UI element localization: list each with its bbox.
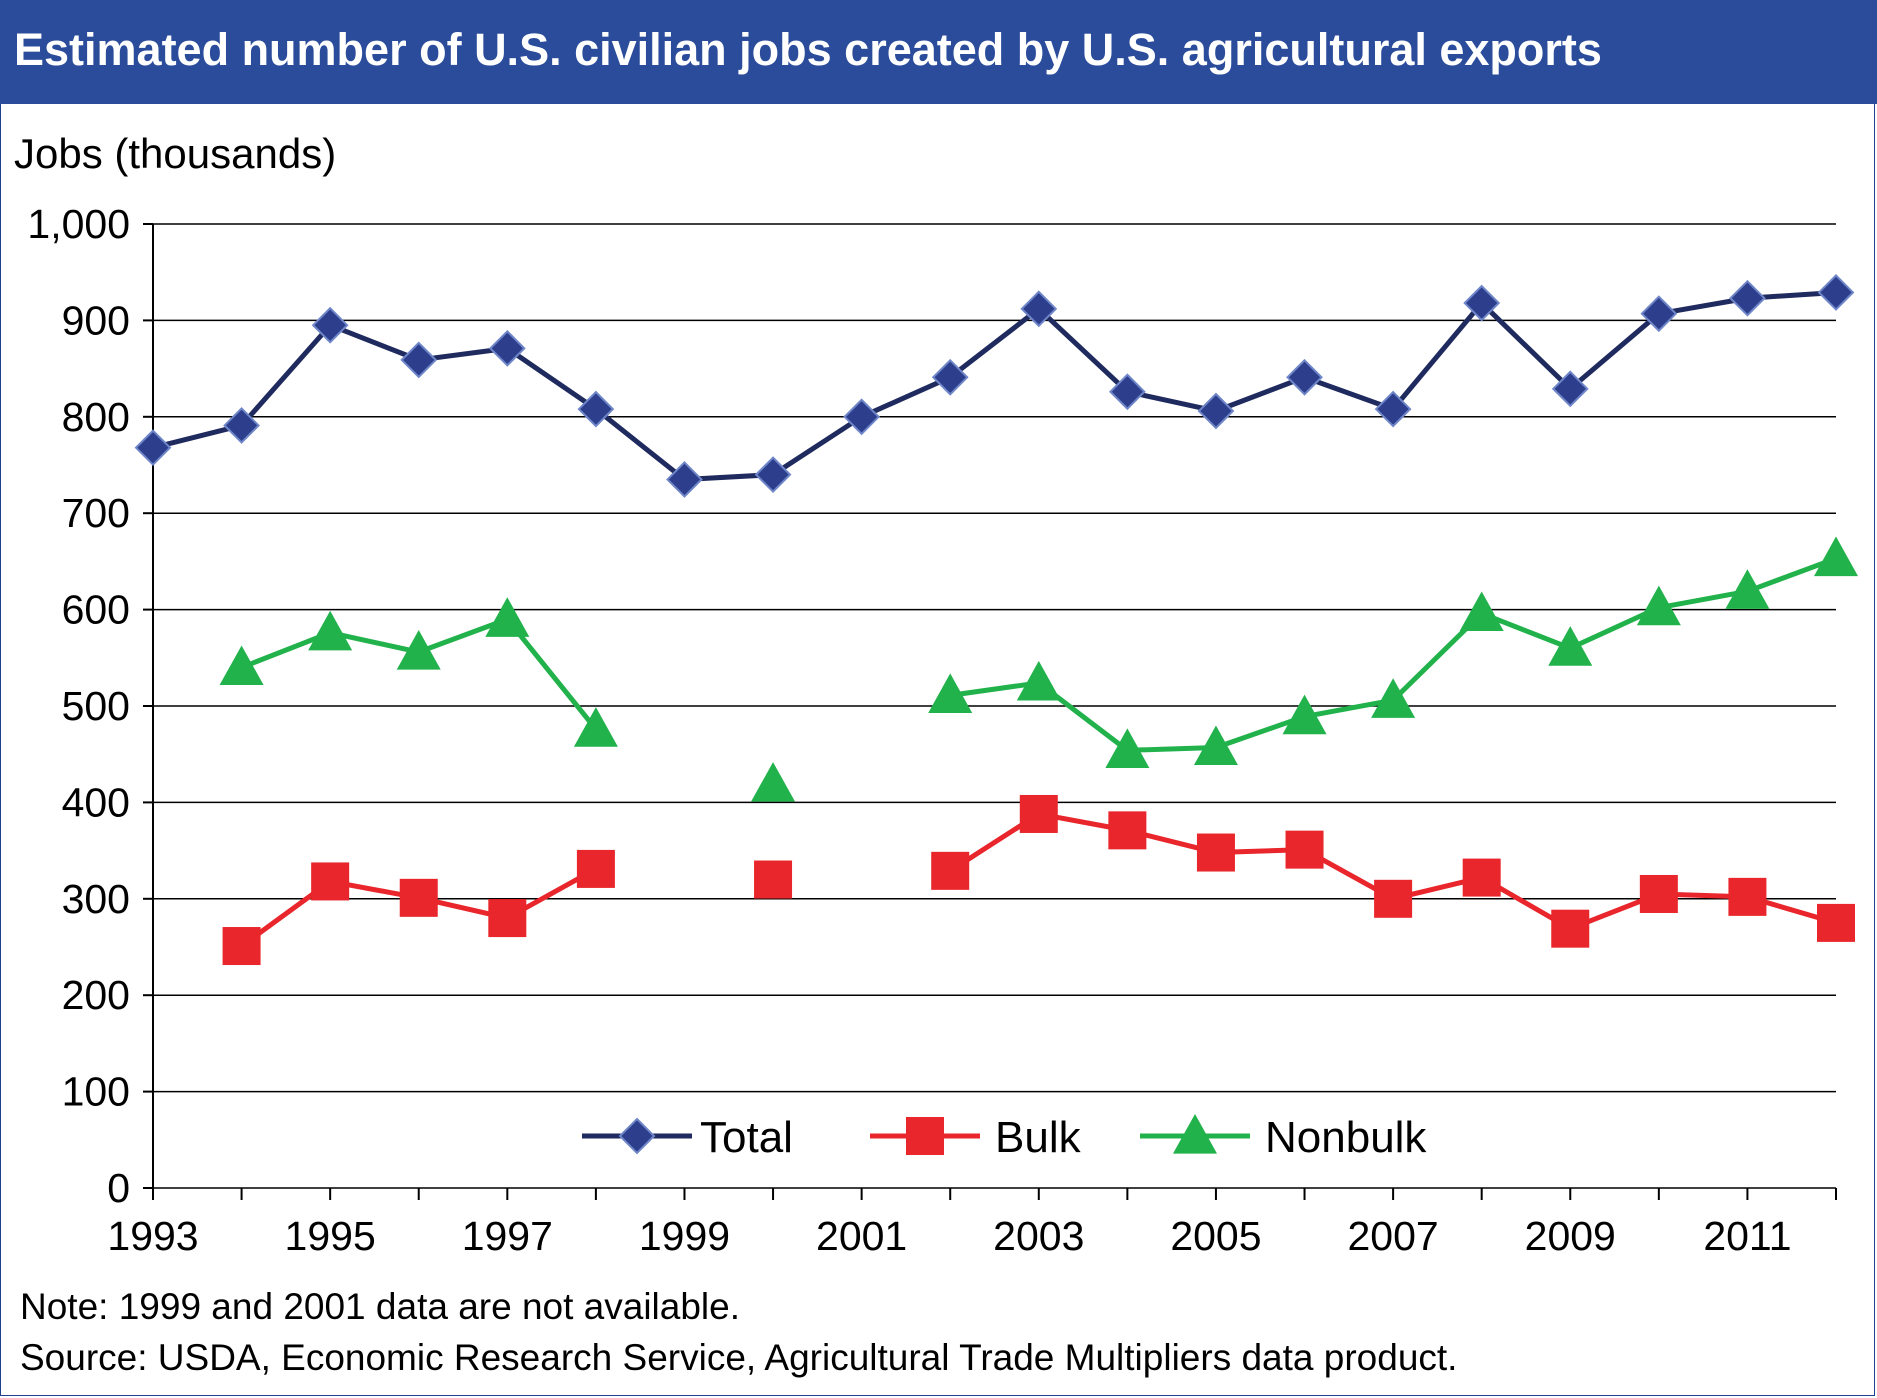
bulk-point (1019, 794, 1058, 833)
nonbulk-point (219, 645, 264, 686)
nonbulk-point (1193, 725, 1238, 766)
x-tick-label: 2003 (993, 1213, 1084, 1259)
x-tick-label: 1993 (107, 1213, 198, 1259)
bulk-point (399, 878, 438, 917)
y-tick-label: 500 (62, 683, 130, 729)
total-point (1374, 390, 1412, 428)
y-tick-label: 400 (62, 779, 130, 825)
bulk-point (1639, 874, 1678, 913)
bulk-point (311, 862, 350, 901)
legend-item-total: Total (582, 1113, 793, 1162)
bulk-point (576, 849, 615, 888)
total-point (754, 456, 792, 494)
nonbulk-point (1459, 591, 1504, 632)
bulk-point (1728, 877, 1767, 916)
total-point (1286, 358, 1323, 396)
nonbulk-point (485, 597, 530, 637)
legend-marker (1173, 1114, 1217, 1154)
x-tick-label: 1995 (285, 1213, 376, 1259)
x-tick-label: 2007 (1347, 1213, 1438, 1259)
bulk-point (222, 927, 261, 966)
y-tick-label: 600 (62, 587, 130, 633)
total-point (134, 429, 172, 467)
bulk-point (754, 860, 793, 899)
legend-marker (618, 1117, 656, 1155)
nonbulk-point (751, 762, 796, 802)
total-point (311, 306, 349, 344)
bulk-point (488, 899, 527, 938)
legend-label: Total (700, 1113, 793, 1162)
bulk-point (1285, 830, 1324, 869)
legend-label: Bulk (995, 1113, 1082, 1162)
y-tick-label: 800 (62, 394, 130, 440)
total-point (400, 341, 438, 379)
bulk-point (1196, 833, 1235, 872)
total-point (843, 398, 881, 436)
nonbulk-point (1725, 569, 1770, 609)
x-tick-label: 2009 (1525, 1213, 1616, 1259)
total-point (1463, 284, 1501, 322)
title-bar: Estimated number of U.S. civilian jobs c… (0, 0, 1877, 104)
bulk-point (1108, 811, 1147, 850)
x-tick-label: 2005 (1170, 1213, 1261, 1259)
nonbulk-point (1636, 585, 1681, 626)
total-point (223, 407, 260, 444)
total-point (666, 461, 703, 498)
bulk-point (1462, 858, 1501, 897)
y-tick-label: 0 (107, 1165, 130, 1211)
total-point (1197, 392, 1235, 430)
nonbulk-point (1548, 626, 1593, 666)
y-tick-label: 100 (62, 1069, 130, 1115)
nonbulk-point (1016, 660, 1061, 701)
nonbulk-point (1282, 694, 1327, 735)
legend-item-bulk: Bulk (870, 1113, 1082, 1162)
total-point (1817, 274, 1855, 311)
total-point (1020, 290, 1058, 328)
nonbulk-point (573, 707, 618, 747)
bulk-point (1374, 879, 1413, 918)
source-text: Source: USDA, Economic Research Service,… (20, 1337, 1458, 1378)
y-tick-label: 700 (62, 490, 130, 536)
nonbulk-point (1105, 728, 1150, 768)
total-point (931, 358, 969, 396)
total-point (488, 329, 526, 367)
nonbulk-series (219, 536, 1858, 802)
nonbulk-line (949, 556, 1837, 753)
chart-title: Estimated number of U.S. civilian jobs c… (14, 24, 1602, 75)
y-tick-label: 300 (62, 876, 130, 922)
total-point (1551, 370, 1589, 408)
y-tick-label: 1,000 (27, 201, 130, 247)
legend-item-nonbulk: Nonbulk (1140, 1113, 1427, 1162)
total-point (1108, 373, 1146, 411)
total-series (134, 274, 1855, 498)
nonbulk-point (1371, 678, 1416, 718)
y-axis-label: Jobs (thousands) (14, 130, 337, 177)
bulk-point (1817, 903, 1855, 942)
total-point (577, 390, 615, 428)
x-tick-label: 2011 (1703, 1213, 1791, 1259)
bulk-series (222, 794, 1855, 966)
total-point (1729, 279, 1766, 317)
legend-marker (906, 1117, 944, 1155)
note-text: Note: 1999 and 2001 data are not availab… (20, 1286, 741, 1327)
y-tick-label: 200 (62, 972, 130, 1018)
x-tick-label: 1997 (462, 1213, 553, 1259)
y-tick-label: 900 (62, 297, 130, 343)
nonbulk-point (308, 610, 353, 651)
total-point (1640, 295, 1678, 333)
nonbulk-point (1814, 536, 1858, 577)
x-tick-label: 2001 (816, 1213, 907, 1259)
bulk-point (931, 851, 970, 890)
nonbulk-point (396, 630, 441, 670)
bulk-point (1551, 909, 1590, 948)
legend-label: Nonbulk (1265, 1113, 1427, 1162)
x-tick-label: 1999 (639, 1213, 730, 1259)
nonbulk-point (928, 673, 973, 713)
